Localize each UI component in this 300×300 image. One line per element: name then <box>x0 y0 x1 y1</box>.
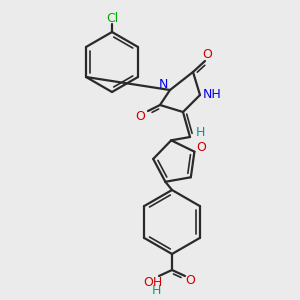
Text: H: H <box>151 284 161 296</box>
Text: OH: OH <box>143 277 163 290</box>
Text: O: O <box>202 49 212 62</box>
Text: Cl: Cl <box>106 13 118 26</box>
Text: N: N <box>158 79 168 92</box>
Text: O: O <box>185 274 195 286</box>
Text: O: O <box>196 141 206 154</box>
Text: O: O <box>135 110 145 122</box>
Text: NH: NH <box>202 88 221 101</box>
Text: H: H <box>195 127 205 140</box>
